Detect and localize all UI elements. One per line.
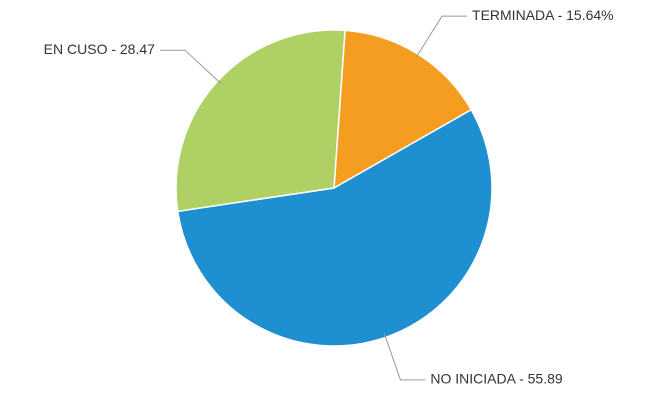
slice-label: EN CUSO - 28.47 — [44, 41, 155, 57]
leader-line — [159, 49, 222, 84]
pie-slice — [175, 29, 346, 213]
leader-line — [383, 333, 426, 381]
slice-label: NO INICIADA - 55.89 — [430, 371, 562, 387]
leader-line — [415, 15, 468, 58]
slice-label: TERMINADA - 15.64% — [472, 7, 614, 23]
